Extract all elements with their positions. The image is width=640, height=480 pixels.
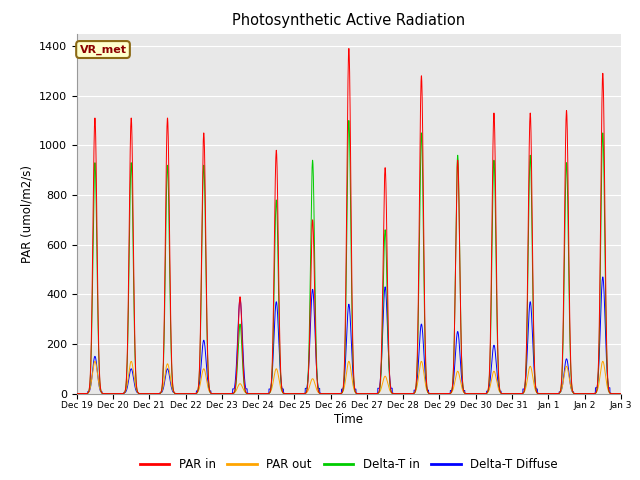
Text: VR_met: VR_met bbox=[79, 44, 127, 55]
X-axis label: Time: Time bbox=[334, 413, 364, 426]
Legend: PAR in, PAR out, Delta-T in, Delta-T Diffuse: PAR in, PAR out, Delta-T in, Delta-T Dif… bbox=[135, 454, 563, 476]
Y-axis label: PAR (umol/m2/s): PAR (umol/m2/s) bbox=[20, 165, 33, 263]
Title: Photosynthetic Active Radiation: Photosynthetic Active Radiation bbox=[232, 13, 465, 28]
